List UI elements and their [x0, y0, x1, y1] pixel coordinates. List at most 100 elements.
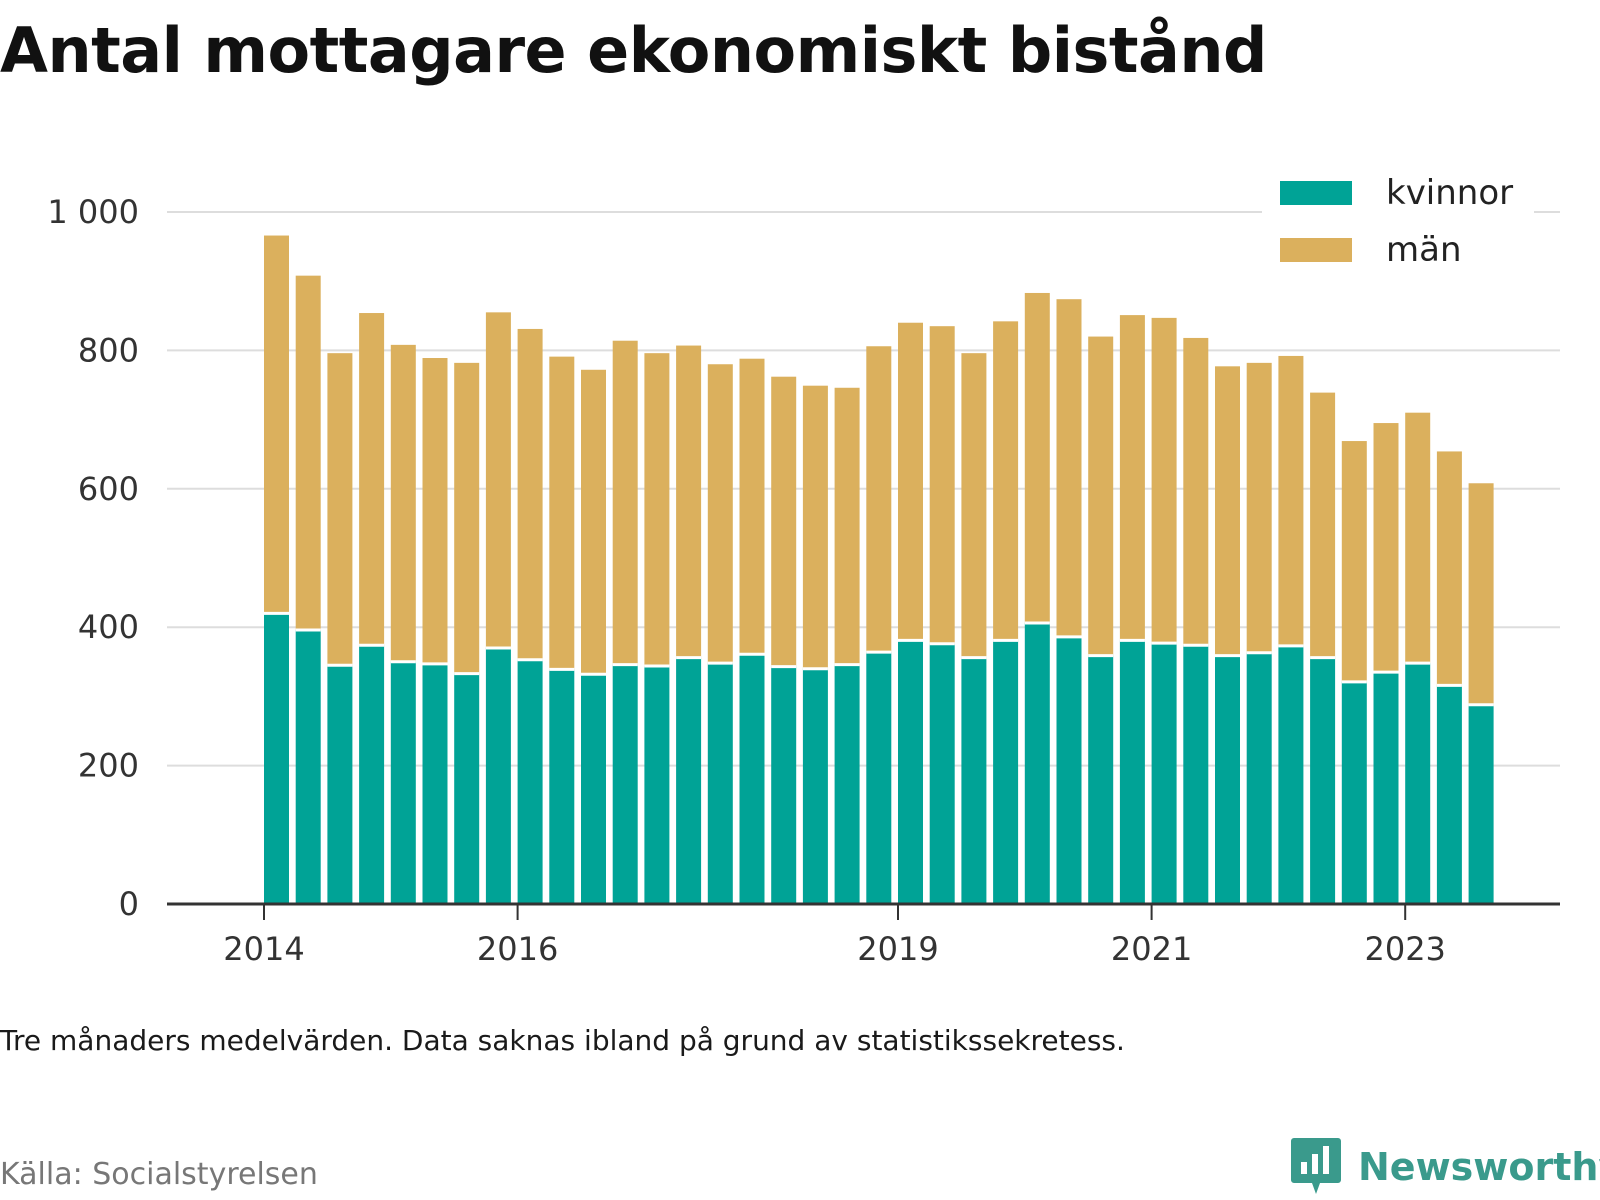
- bar-kvinnor: [707, 663, 733, 904]
- bar-kvinnor: [961, 657, 987, 904]
- bar-kvinnor: [1468, 704, 1494, 904]
- chart-title: Antal mottagare ekonomiskt bistånd: [0, 14, 1267, 87]
- bar-kvinnor: [422, 663, 448, 904]
- bar-man: [390, 344, 416, 662]
- chart-note: Tre månaders medelvärden. Data saknas ib…: [0, 1024, 1125, 1057]
- bar-man: [295, 275, 321, 630]
- bar-man: [612, 340, 638, 665]
- y-tick-label: 200: [78, 747, 139, 785]
- bar-man: [961, 353, 987, 658]
- bar-kvinnor: [834, 664, 860, 904]
- bar-man: [1024, 292, 1050, 624]
- bar-man: [898, 322, 923, 641]
- bar-kvinnor: [390, 661, 416, 904]
- bar-man: [929, 326, 955, 644]
- x-tick-label: 2023: [1364, 930, 1445, 968]
- legend-swatch: [1280, 238, 1352, 262]
- bar-kvinnor: [802, 668, 828, 904]
- bar-man: [866, 346, 892, 653]
- bars: [264, 235, 1494, 904]
- x-tick-label: 2014: [223, 930, 304, 968]
- bar-man: [1119, 315, 1145, 641]
- bar-kvinnor: [549, 669, 575, 904]
- bar-man: [422, 358, 448, 664]
- bar-man: [359, 313, 385, 646]
- bar-kvinnor: [929, 643, 955, 904]
- legend: kvinnor män: [1262, 166, 1534, 286]
- bar-man: [264, 235, 289, 614]
- bar-kvinnor: [1310, 657, 1336, 904]
- bar-man: [739, 358, 765, 655]
- bar-man: [485, 312, 511, 648]
- bar-kvinnor: [517, 659, 543, 904]
- bar-kvinnor: [1436, 685, 1462, 904]
- x-axis: 2014 2016 2019 2021 2023: [167, 902, 1560, 968]
- bar-man: [1088, 336, 1114, 656]
- bar-kvinnor: [1405, 663, 1431, 904]
- bar-man: [1151, 317, 1177, 644]
- bar-kvinnor: [1373, 672, 1399, 904]
- bar-man: [1278, 355, 1304, 646]
- bar-kvinnor: [739, 654, 765, 904]
- source-text: Källa: Socialstyrelsen: [0, 1157, 318, 1192]
- bar-kvinnor: [1151, 643, 1177, 904]
- y-tick-label: 400: [78, 608, 139, 646]
- bar-kvinnor: [1024, 623, 1050, 904]
- bar-man: [707, 364, 733, 664]
- bar-man: [834, 387, 860, 665]
- bar-kvinnor: [771, 666, 797, 904]
- bar-kvinnor: [327, 665, 353, 904]
- newsworthy-logo[interactable]: Newsworthy: [1290, 1136, 1600, 1198]
- bar-kvinnor: [676, 657, 702, 904]
- y-axis-labels: 0 200 400 600 800 1 000: [47, 193, 139, 923]
- bar-kvinnor: [581, 674, 606, 904]
- bar-man: [644, 353, 670, 666]
- bar-man: [1246, 362, 1272, 653]
- bar-man: [517, 328, 543, 660]
- bar-kvinnor: [454, 673, 480, 904]
- bar-man: [1436, 451, 1462, 686]
- x-tick-label: 2019: [857, 930, 938, 968]
- y-tick-label: 1 000: [47, 193, 139, 231]
- bar-kvinnor: [612, 664, 638, 904]
- bar-man: [1341, 441, 1367, 682]
- bar-man: [676, 345, 702, 658]
- bar-man: [1215, 366, 1240, 656]
- bar-kvinnor: [993, 640, 1019, 904]
- bar-kvinnor: [898, 640, 923, 904]
- bar-kvinnor: [644, 665, 670, 904]
- bar-kvinnor: [866, 652, 892, 904]
- bar-kvinnor: [1278, 645, 1304, 904]
- newsworthy-logo-icon: [1291, 1138, 1341, 1194]
- legend-label: kvinnor: [1386, 173, 1513, 213]
- bar-man: [1468, 483, 1494, 705]
- y-tick-label: 0: [119, 885, 139, 923]
- bar-man: [993, 321, 1019, 641]
- bar-man: [454, 362, 480, 674]
- bar-kvinnor: [1056, 636, 1082, 904]
- legend-swatch: [1280, 181, 1352, 205]
- bar-man: [549, 356, 575, 670]
- bar-kvinnor: [1183, 645, 1209, 904]
- bar-kvinnor: [1215, 655, 1240, 904]
- bar-kvinnor: [1119, 640, 1145, 904]
- bar-kvinnor: [1088, 655, 1114, 904]
- bar-man: [1183, 337, 1209, 646]
- bar-man: [1056, 299, 1082, 637]
- legend-label: män: [1386, 230, 1462, 270]
- bar-man: [1373, 423, 1399, 673]
- bar-man: [327, 353, 353, 666]
- bar-man: [1405, 412, 1431, 664]
- bar-kvinnor: [485, 647, 511, 904]
- bar-man: [802, 385, 828, 669]
- y-tick-label: 800: [78, 331, 139, 369]
- bar-kvinnor: [1341, 681, 1367, 904]
- x-tick-label: 2021: [1111, 930, 1192, 968]
- y-tick-label: 600: [78, 470, 139, 508]
- bar-kvinnor: [1246, 652, 1272, 904]
- bar-kvinnor: [264, 613, 289, 904]
- bar-man: [771, 376, 797, 667]
- bar-man: [1310, 392, 1336, 658]
- bar-kvinnor: [295, 629, 321, 904]
